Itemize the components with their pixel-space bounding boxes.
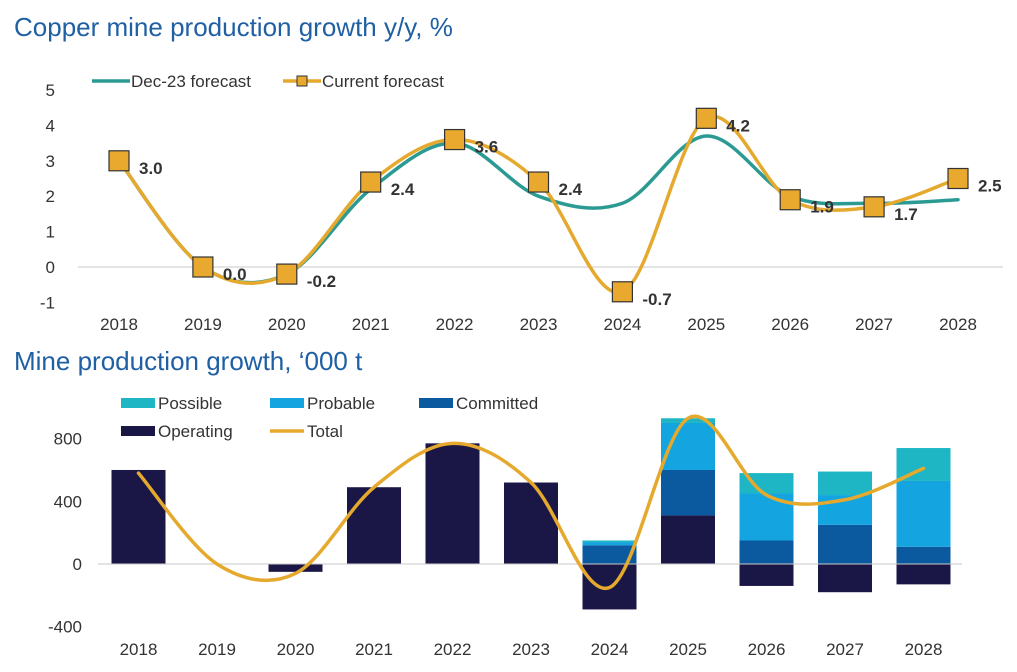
- top-data-label: 0.0: [223, 265, 247, 284]
- top-data-label: -0.7: [642, 290, 671, 309]
- current-forecast-marker: [863, 196, 885, 218]
- legend-committed-swatch: [419, 398, 453, 408]
- top-x-tick-label: 2024: [603, 315, 641, 334]
- bottom-x-tick-label: 2024: [591, 640, 629, 659]
- bottom-x-tick-label: 2022: [434, 640, 472, 659]
- top-x-tick-label: 2019: [184, 315, 222, 334]
- top-y-tick-label: 0: [46, 258, 55, 277]
- legend-operating-swatch: [121, 426, 155, 436]
- bottom-x-tick-label: 2025: [669, 640, 707, 659]
- legend-possible-swatch: [121, 398, 155, 408]
- top-chart-title: Copper mine production growth y/y, %: [14, 12, 453, 42]
- top-y-tick-label: 3: [46, 152, 55, 171]
- bar-possible: [582, 540, 637, 543]
- bottom-legend: Possible Probable Committed Operating Total: [121, 394, 538, 441]
- top-data-label: 2.4: [559, 180, 583, 199]
- legend-committed-label: Committed: [456, 394, 538, 413]
- bottom-y-tick-label: -400: [48, 618, 82, 637]
- bar-possible: [661, 418, 715, 423]
- top-x-tick-label: 2022: [436, 315, 474, 334]
- current-forecast-marker: [611, 281, 634, 303]
- bottom-x-tick-label: 2028: [905, 640, 943, 659]
- bar-possible: [818, 471, 872, 496]
- bar-operating: [504, 482, 558, 564]
- top-y-tick-label: 1: [46, 223, 55, 242]
- current-forecast-marker: [527, 171, 550, 193]
- legend-operating-label: Operating: [158, 422, 233, 441]
- current-forecast-marker: [108, 150, 130, 172]
- bar-operating: [425, 443, 480, 564]
- top-x-tick-label: 2023: [520, 315, 558, 334]
- bottom-chart-title: Mine production growth, ‘000 t: [14, 346, 363, 376]
- legend-possible-label: Possible: [158, 394, 222, 413]
- top-data-label: 2.5: [978, 177, 1002, 196]
- bar-operating: [268, 564, 323, 572]
- bottom-x-tick-label: 2018: [120, 640, 158, 659]
- top-x-tick-label: 2027: [855, 315, 893, 334]
- bar-possible: [739, 473, 794, 494]
- top-y-tick-label: 5: [46, 81, 55, 100]
- bar-committed: [818, 524, 872, 564]
- top-data-label: 1.7: [894, 205, 918, 224]
- top-data-label: 3.0: [139, 159, 163, 178]
- bar-operating: [661, 515, 715, 564]
- top-y-tick-label: 4: [46, 116, 55, 135]
- top-data-label: 3.6: [475, 138, 499, 157]
- bar-operating: [111, 469, 166, 564]
- legend-total-label: Total: [307, 422, 343, 441]
- bottom-y-tick-label: 400: [54, 492, 82, 511]
- top-x-tick-label: 2028: [939, 315, 977, 334]
- top-y-tick-label: 2: [46, 187, 55, 206]
- top-data-label: 1.9: [810, 198, 834, 217]
- bar-operating: [739, 564, 794, 586]
- bottom-x-tick-label: 2020: [277, 640, 315, 659]
- bottom-bar-chart: -400 0 400 800 2018 2019 2020 2021 2022 2023 2024 2…: [48, 394, 962, 659]
- top-x-tick-label: 2018: [100, 315, 138, 334]
- current-forecast-marker: [192, 256, 214, 278]
- bar-operating: [347, 487, 401, 564]
- bottom-y-tick-label: 800: [54, 430, 82, 449]
- bar-committed: [739, 540, 794, 564]
- bar-committed: [582, 545, 637, 564]
- bottom-x-tick-label: 2021: [355, 640, 393, 659]
- legend-probable-swatch: [270, 398, 304, 408]
- top-data-label: 2.4: [391, 180, 415, 199]
- bottom-x-tick-label: 2023: [512, 640, 550, 659]
- bar-committed: [896, 546, 951, 564]
- bottom-x-tick-label: 2019: [198, 640, 236, 659]
- top-x-tick-label: 2021: [352, 315, 390, 334]
- current-forecast-marker: [360, 171, 382, 193]
- top-line-chart: -1 0 1 2 3 4 5 2018 2019 2020 2021 2022 2023 2024 2025…: [40, 72, 1003, 334]
- current-forecast-marker: [947, 167, 969, 190]
- bar-probable: [582, 542, 637, 546]
- top-x-tick-label: 2026: [771, 315, 809, 334]
- legend-current-label: Current forecast: [322, 72, 444, 91]
- current-forecast-marker: [695, 107, 717, 129]
- total-line: [136, 414, 926, 590]
- bar-committed: [661, 469, 715, 516]
- bar-operating: [896, 564, 951, 585]
- top-y-tick-label: -1: [40, 293, 55, 312]
- top-x-tick-label: 2025: [687, 315, 725, 334]
- current-forecast-marker: [276, 263, 298, 285]
- top-data-label: -0.2: [307, 272, 336, 291]
- top-legend: Dec-23 forecast Current forecast: [92, 72, 444, 91]
- current-forecast-marker: [444, 128, 466, 151]
- legend-probable-label: Probable: [307, 394, 375, 413]
- bottom-y-tick-label: 0: [73, 555, 82, 574]
- top-x-tick-label: 2020: [268, 315, 306, 334]
- bottom-x-tick-label: 2027: [826, 640, 864, 659]
- bar-operating: [818, 564, 872, 593]
- legend-current-marker: [296, 75, 308, 87]
- bottom-x-tick-label: 2026: [748, 640, 786, 659]
- legend-dec23-label: Dec-23 forecast: [131, 72, 251, 91]
- current-forecast-marker: [779, 189, 801, 211]
- top-data-label: 4.2: [726, 116, 750, 135]
- bar-probable: [896, 480, 951, 547]
